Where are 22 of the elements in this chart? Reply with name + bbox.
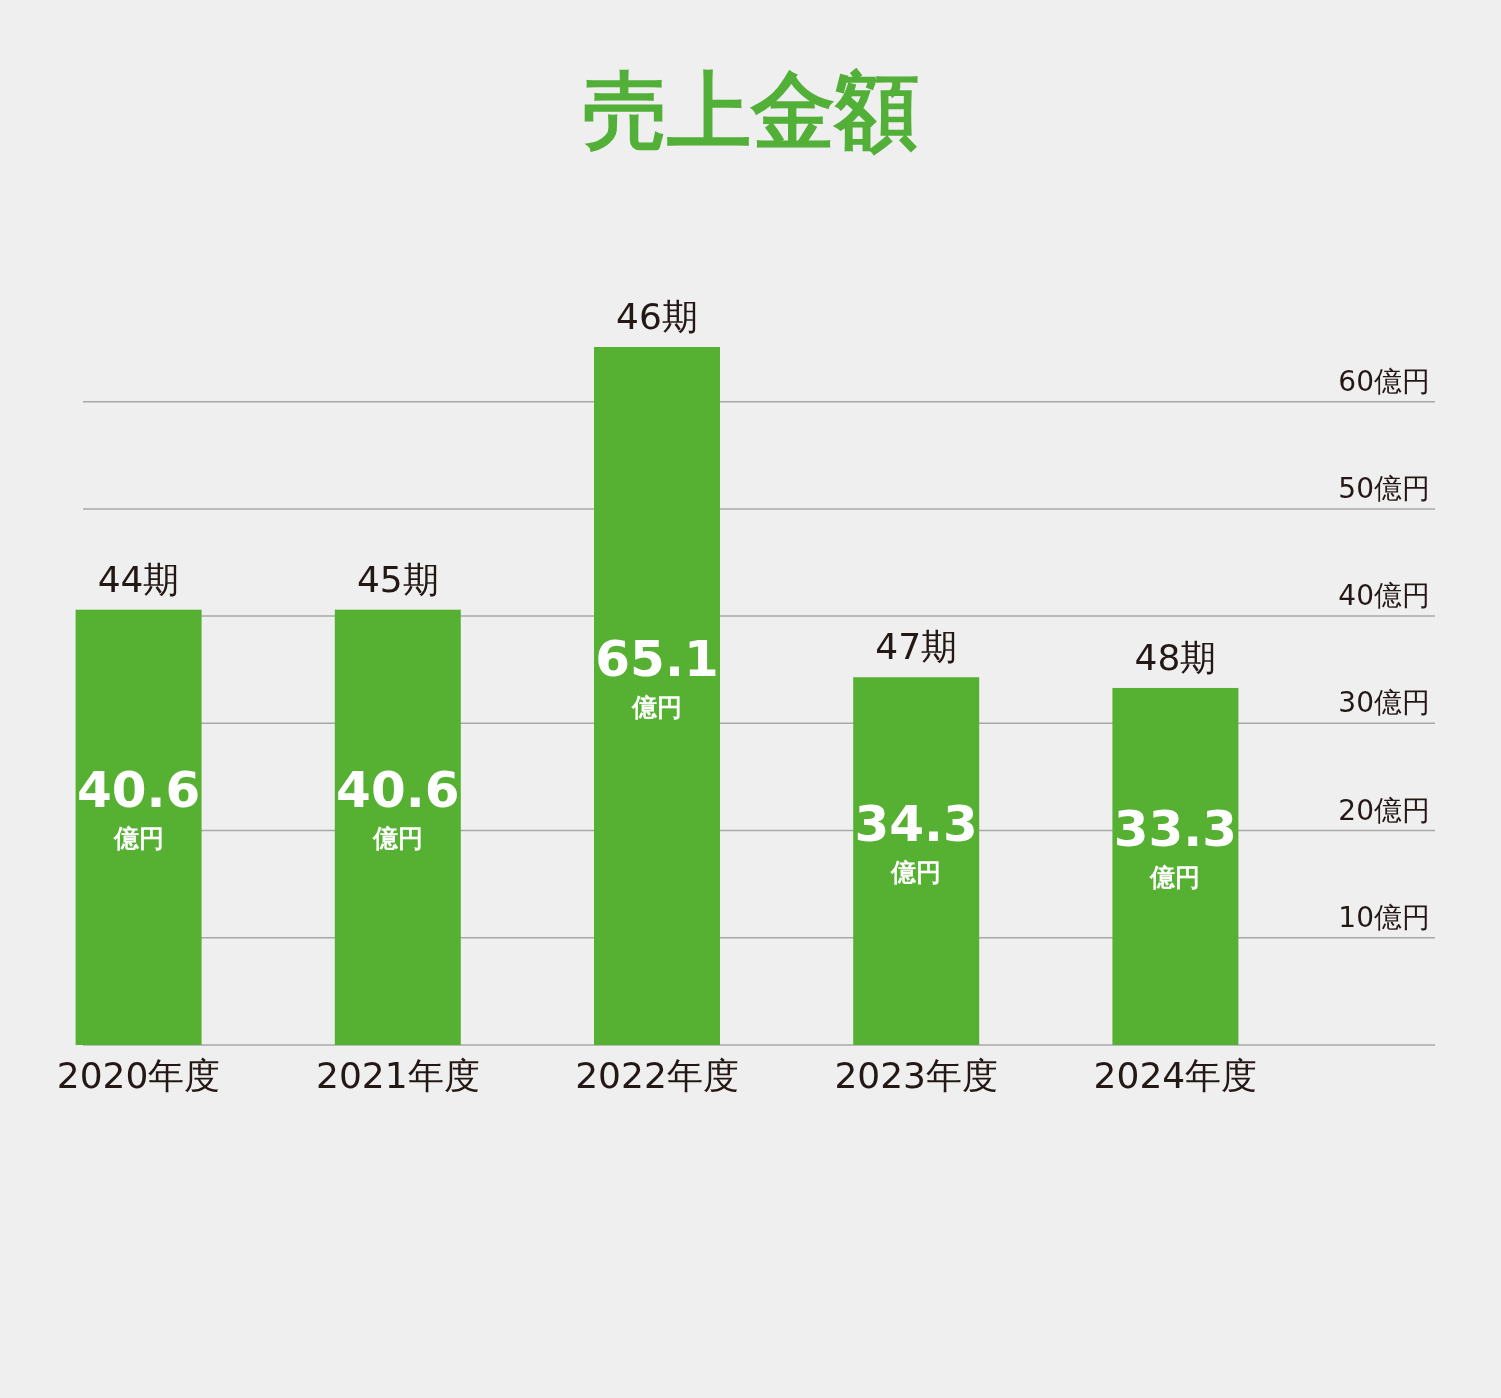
x-tick-label: 2024年度 xyxy=(1093,1055,1258,1096)
chart-title: 売上金額 xyxy=(582,62,919,160)
y-tick-label: 50億円 xyxy=(1338,471,1430,505)
annotation: 46期 xyxy=(616,296,698,337)
y-tick-label: 10億円 xyxy=(1338,900,1430,934)
annotation: 44期 xyxy=(97,558,180,600)
annotation: 45期 xyxy=(356,558,439,600)
annotation: 47期 xyxy=(875,626,958,668)
y-tick-label: 30億円 xyxy=(1338,686,1430,720)
data-label: 40.6億円 xyxy=(336,761,460,854)
data-label: 40.6億円 xyxy=(76,761,201,854)
data-label: 33.3億円 xyxy=(1113,800,1238,893)
y-tick-label: 60億円 xyxy=(1338,364,1430,398)
x-tick-label: 2021年度 xyxy=(315,1055,480,1096)
x-tick-label: 2020年度 xyxy=(56,1055,221,1096)
y-tick-label: 40億円 xyxy=(1338,579,1430,613)
x-tick-label: 2023年度 xyxy=(834,1055,999,1096)
y-tick-label: 20億円 xyxy=(1338,793,1430,827)
annotation: 48期 xyxy=(1134,636,1217,678)
data-label: 65.1億円 xyxy=(595,630,719,722)
data-label: 34.3億円 xyxy=(854,795,978,888)
x-tick-label: 2022年度 xyxy=(575,1055,739,1096)
